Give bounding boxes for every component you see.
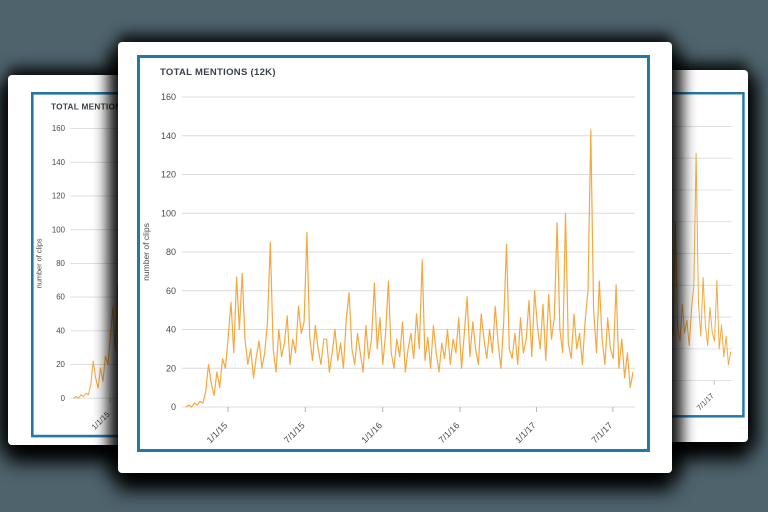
svg-text:120: 120 [161, 170, 176, 180]
svg-text:1/1/17: 1/1/17 [513, 420, 538, 445]
svg-text:1/1/16: 1/1/16 [359, 420, 384, 445]
svg-text:20: 20 [166, 363, 176, 373]
chart-box-main: TOTAL MENTIONS (12K) 160 140 120 100 80 60 40 2… [137, 55, 650, 452]
svg-text:100: 100 [161, 208, 176, 218]
svg-text:7/1/17: 7/1/17 [695, 391, 716, 412]
chart-title-left: TOTAL MENTIONS (12K) [51, 102, 152, 113]
svg-text:40: 40 [166, 325, 176, 335]
svg-text:1/1/15: 1/1/15 [205, 420, 230, 445]
svg-text:20: 20 [56, 360, 65, 369]
svg-text:number of clips: number of clips [141, 223, 151, 281]
svg-text:140: 140 [52, 158, 66, 167]
svg-text:40: 40 [56, 326, 65, 335]
svg-text:0: 0 [171, 402, 176, 412]
svg-text:100: 100 [52, 225, 66, 234]
svg-text:80: 80 [166, 247, 176, 257]
svg-text:7/1/16: 7/1/16 [437, 420, 462, 445]
report-card-main: TOTAL MENTIONS (12K) 160 140 120 100 80 60 40 2… [118, 42, 672, 473]
chart-title-main: TOTAL MENTIONS (12K) [160, 67, 276, 78]
svg-text:140: 140 [161, 131, 176, 141]
svg-text:120: 120 [52, 192, 66, 201]
svg-text:60: 60 [56, 293, 65, 302]
svg-text:0: 0 [61, 394, 66, 403]
svg-text:160: 160 [161, 92, 176, 102]
svg-text:7/1/15: 7/1/15 [282, 420, 307, 445]
mentions-chart-main: 160 140 120 100 80 60 40 20 0 number of clips 1/1/… [140, 84, 647, 449]
svg-text:7/1/17: 7/1/17 [590, 420, 615, 445]
svg-text:1/1/15: 1/1/15 [90, 409, 112, 431]
svg-text:number of clips: number of clips [34, 238, 43, 288]
svg-text:60: 60 [166, 286, 176, 296]
svg-text:160: 160 [52, 124, 66, 133]
svg-text:80: 80 [56, 259, 65, 268]
